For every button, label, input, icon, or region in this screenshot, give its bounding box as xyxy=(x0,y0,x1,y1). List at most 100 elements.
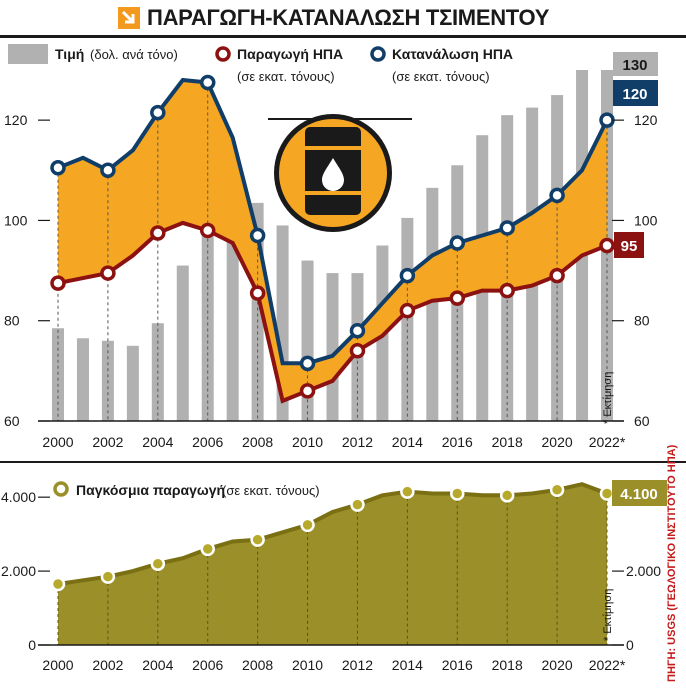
consumption-point-2004 xyxy=(150,104,166,121)
us-consumption-markers xyxy=(50,74,615,372)
world-y-tick-label-2000: 2.000 xyxy=(1,563,36,579)
world-x-tick-label-2022: 2022* xyxy=(589,657,626,673)
y-tick-label-right-60: 60 xyxy=(634,413,650,429)
world-production-line xyxy=(57,482,608,586)
production-point-2004 xyxy=(150,225,166,241)
world-point-2018 xyxy=(499,488,515,503)
estimate-note-top: * Εκτίμηση xyxy=(602,372,614,424)
price-bar-2003 xyxy=(126,345,139,421)
consumption-point-2010 xyxy=(299,355,316,372)
world-x-tick-label-2002: 2002 xyxy=(92,657,123,673)
x-tick-label-2014: 2014 xyxy=(392,434,423,450)
production-point-2018 xyxy=(499,282,515,299)
consumption-production-gap-area xyxy=(58,80,607,401)
world-point-2006 xyxy=(200,541,215,557)
world-y-tick-label-0: 0 xyxy=(28,637,36,653)
world-x-tick-label-2012: 2012 xyxy=(342,657,373,673)
world-x-tick-label-2020: 2020 xyxy=(542,657,573,673)
us-production-markers xyxy=(50,222,615,399)
production-point-2006 xyxy=(199,222,216,239)
world-point-2014 xyxy=(400,484,415,499)
world-x-tick-label-2008: 2008 xyxy=(242,657,273,673)
legend: Τιμή (δολ. ανά τόνο) Παραγωγή ΗΠΑ (σε εκ… xyxy=(8,44,513,84)
world-guide-dashes xyxy=(57,489,608,645)
consumption-point-2012 xyxy=(349,322,366,339)
y-tick-label-right-80: 80 xyxy=(634,313,650,329)
y-axis-left: 60 80 100 120 xyxy=(4,112,50,429)
y-tick-label-right-100: 100 xyxy=(634,212,658,228)
world-production-markers xyxy=(50,482,615,592)
world-y-tick-label-right-0: 0 xyxy=(626,637,634,653)
x-tick-label-2018: 2018 xyxy=(492,434,523,450)
consumption-point-2020 xyxy=(549,187,565,204)
x-axis: 2000 2002 2004 2006 2008 2010 2012 2014 2016 2018… xyxy=(38,420,626,450)
legend-consumption-unit: (σε εκατ. τόνους) xyxy=(392,69,490,84)
production-point-2012 xyxy=(349,343,366,359)
estimate-note-bottom: * Εκτίμηση xyxy=(602,589,614,641)
y-tick-label-120: 120 xyxy=(4,112,28,128)
legend-world-label: Παγκόσμια παραγωγή xyxy=(76,482,225,498)
world-point-2012 xyxy=(350,497,365,512)
x-tick-label-2002: 2002 xyxy=(92,434,123,450)
production-badge: 95 xyxy=(614,232,644,258)
production-badge-value: 95 xyxy=(621,238,638,255)
price-bar-2005 xyxy=(176,265,189,421)
price-bar-2007 xyxy=(226,200,239,421)
world-legend: Παγκόσμια παραγωγή (σε εκατ. τόνους) xyxy=(53,481,320,498)
world-point-2022 xyxy=(599,486,615,501)
price-badge: 130 xyxy=(613,52,658,76)
x-tick-label-2020: 2020 xyxy=(542,434,573,450)
legend-world-marker xyxy=(53,481,69,497)
price-bar-2001 xyxy=(76,338,89,421)
world-x-tick-label-2000: 2000 xyxy=(42,657,73,673)
y-axis-right: 60 80 100 120 xyxy=(612,112,658,429)
consumption-badge: 120 xyxy=(613,80,658,106)
world-y-axis-left: 0 2.000 4.000 xyxy=(1,489,50,653)
world-x-tick-label-2018: 2018 xyxy=(492,657,523,673)
world-badge: 4.100 xyxy=(612,480,667,506)
price-bar-2008 xyxy=(251,202,264,421)
world-x-tick-label-2010: 2010 xyxy=(292,657,323,673)
x-tick-label-2022: 2022* xyxy=(589,434,626,450)
world-x-tick-label-2014: 2014 xyxy=(392,657,423,673)
title-text: ΠΑΡΑΓΩΓΗ-ΚΑΤΑΝΑΛΩΣΗ ΤΣΙΜΕΝΤΟΥ xyxy=(147,5,550,30)
production-point-2008 xyxy=(249,285,266,301)
consumption-point-2000 xyxy=(50,160,66,176)
legend-price-swatch xyxy=(8,44,48,64)
consumption-badge-value: 120 xyxy=(622,86,647,103)
legend-production-unit: (σε εκατ. τόνους) xyxy=(237,69,335,84)
chart-title: ΠΑΡΑΓΩΓΗ-ΚΑΤΑΝΑΛΩΣΗ ΤΣΙΜΕΝΤΟΥ xyxy=(118,4,588,34)
consumption-point-2006 xyxy=(199,74,216,91)
world-x-tick-label-2006: 2006 xyxy=(192,657,223,673)
price-badge-value: 130 xyxy=(622,57,647,74)
production-point-2010 xyxy=(299,383,316,399)
legend-price-unit: (δολ. ανά τόνο) xyxy=(90,47,178,62)
world-x-axis: 2000 2002 2004 2006 2008 2010 2012 2014 2016 2018… xyxy=(38,644,626,673)
legend-production-marker xyxy=(215,46,231,62)
world-badge-value: 4.100 xyxy=(620,486,658,503)
us-consumption-line xyxy=(57,77,609,366)
world-point-2020 xyxy=(549,482,565,498)
production-point-2020 xyxy=(549,267,565,284)
world-x-tick-label-2004: 2004 xyxy=(142,657,173,673)
production-point-2016 xyxy=(449,290,466,306)
production-point-2002 xyxy=(100,265,116,281)
x-tick-label-2010: 2010 xyxy=(292,434,323,450)
arrow-down-right-icon xyxy=(118,7,140,29)
world-y-tick-label-4000: 4.000 xyxy=(1,489,36,505)
legend-world-unit: (σε εκατ. τόνους) xyxy=(222,483,320,498)
y-tick-label-60: 60 xyxy=(4,413,20,429)
x-tick-label-2016: 2016 xyxy=(442,434,473,450)
legend-production-label: Παραγωγή ΗΠΑ xyxy=(237,46,343,62)
section-divider xyxy=(0,461,686,463)
world-point-2002 xyxy=(100,569,116,584)
top-rule xyxy=(0,35,686,38)
x-tick-label-2006: 2006 xyxy=(192,434,223,450)
guide-dashes xyxy=(57,82,608,421)
oil-barrel-icon xyxy=(268,114,412,232)
world-point-2008 xyxy=(250,532,265,547)
production-point-2000 xyxy=(50,275,66,291)
world-point-2000 xyxy=(50,576,66,592)
